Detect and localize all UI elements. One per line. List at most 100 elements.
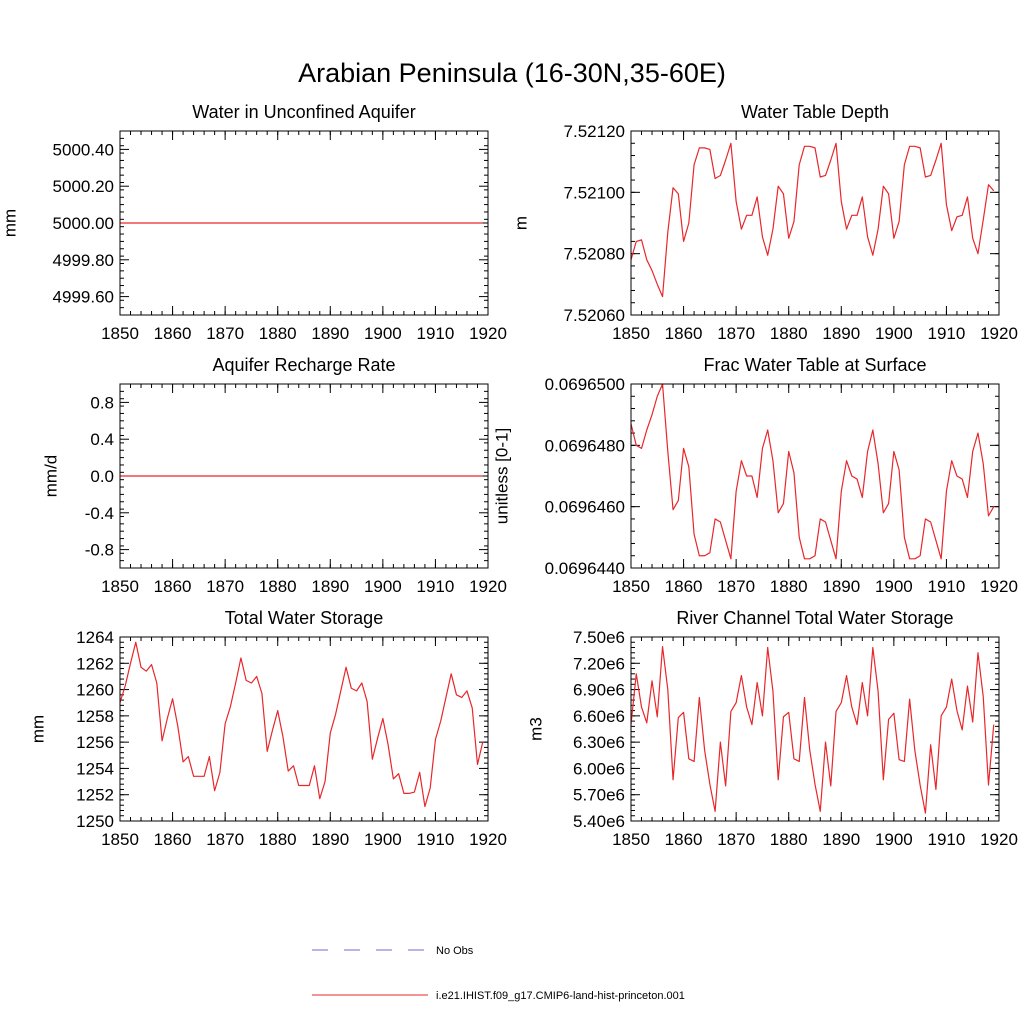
legend-entry-label: i.e21.IHIST.f09_g17.CMIP6-land-hist-prin… — [436, 990, 685, 1002]
y-tick-label: 6.60e6 — [573, 707, 625, 726]
y-tick-label: 4999.80 — [53, 251, 114, 270]
y-tick-label: 1250 — [76, 812, 114, 831]
x-tick-label: 1880 — [770, 577, 808, 596]
y-tick-label: 1254 — [76, 759, 114, 778]
y-tick-label: 6.30e6 — [573, 733, 625, 752]
panel-1: Water in Unconfined Aquifer mm 1850 1860 187… — [1, 102, 507, 343]
x-tick-label: 1920 — [980, 830, 1018, 849]
y-tick-label: 1258 — [76, 707, 114, 726]
x-tick-label: 1890 — [822, 830, 860, 849]
y-tick-label: 1256 — [76, 733, 114, 752]
panel-title: Water Table Depth — [741, 102, 889, 122]
x-tick-label: 1920 — [980, 577, 1018, 596]
y-tick-label: 7.20e6 — [573, 654, 625, 673]
y-axis-label: mm — [29, 715, 48, 743]
y-tick-label: 7.52100 — [564, 183, 625, 202]
x-tick-label: 1910 — [928, 577, 966, 596]
panel-3: Aquifer Recharge Rate mm/d 1850 1860 1870 188… — [42, 355, 507, 596]
x-tick-label: 1890 — [311, 577, 349, 596]
y-axis-label: unitless [0-1] — [493, 428, 512, 524]
panel-title: Aquifer Recharge Rate — [212, 355, 395, 375]
y-tick-label: 1260 — [76, 681, 114, 700]
plot-frame — [630, 636, 1000, 822]
y-tick-label: 0.8 — [90, 393, 114, 412]
y-tick-label: 5000.20 — [53, 177, 114, 196]
y-tick-label: 4999.60 — [53, 288, 114, 307]
x-tick-label: 1860 — [665, 830, 703, 849]
x-tick-label: 1880 — [770, 830, 808, 849]
panel-title: Water in Unconfined Aquifer — [192, 102, 415, 122]
plot-frame — [630, 130, 1000, 316]
panel-title: Total Water Storage — [225, 608, 383, 628]
x-tick-label: 1860 — [154, 577, 192, 596]
x-tick-label: 1870 — [206, 324, 244, 343]
panel-4: Frac Water Table at Surface unitless [0-1… — [493, 355, 1018, 596]
legend: No Obs i.e21.IHIST.f09_g17.CMIP6-land-his… — [312, 945, 685, 1002]
x-tick-label: 1850 — [101, 324, 139, 343]
y-tick-label: 0.0696500 — [545, 375, 625, 394]
x-tick-label: 1920 — [980, 324, 1018, 343]
x-tick-label: 1850 — [101, 577, 139, 596]
y-tick-label: 7.52120 — [564, 122, 625, 141]
y-tick-label: 1264 — [76, 628, 114, 647]
x-tick-label: 1920 — [469, 577, 507, 596]
y-tick-label: -0.8 — [85, 541, 114, 560]
plot-frame — [119, 130, 489, 316]
series-line — [630, 646, 995, 814]
plot-frame — [119, 636, 489, 822]
panel-2: Water Table Depth m 1850 1860 1870 1880 1890 19… — [512, 102, 1018, 343]
panel-title: River Channel Total Water Storage — [676, 608, 953, 628]
y-tick-label: 5000.40 — [53, 140, 114, 159]
y-tick-label: 6.90e6 — [573, 681, 625, 700]
x-tick-label: 1860 — [154, 830, 192, 849]
y-tick-label: 7.50e6 — [573, 628, 625, 647]
x-tick-label: 1890 — [311, 830, 349, 849]
y-tick-label: 5000.00 — [53, 214, 114, 233]
x-tick-label: 1860 — [665, 577, 703, 596]
y-axis-label: m3 — [527, 717, 546, 741]
y-tick-label: 1262 — [76, 654, 114, 673]
plot-frame — [630, 383, 1000, 569]
y-tick-label: 7.52080 — [564, 245, 625, 264]
x-tick-label: 1870 — [717, 577, 755, 596]
y-axis-label: mm — [1, 209, 20, 237]
x-tick-label: 1910 — [928, 830, 966, 849]
y-tick-label: 7.52060 — [564, 306, 625, 325]
x-tick-label: 1920 — [469, 324, 507, 343]
y-tick-label: 0.0696460 — [545, 498, 625, 517]
y-tick-label: 5.70e6 — [573, 786, 625, 805]
x-tick-label: 1880 — [259, 324, 297, 343]
x-tick-label: 1910 — [417, 830, 455, 849]
y-tick-label: 0.0696440 — [545, 559, 625, 578]
panel-6: River Channel Total Water Storage m3 1850 1… — [527, 608, 1018, 849]
x-tick-label: 1900 — [364, 830, 402, 849]
x-tick-label: 1870 — [717, 324, 755, 343]
y-axis-label: m — [512, 216, 531, 230]
x-tick-label: 1850 — [101, 830, 139, 849]
x-tick-label: 1910 — [417, 324, 455, 343]
y-tick-label: 6.00e6 — [573, 759, 625, 778]
x-tick-label: 1920 — [469, 830, 507, 849]
series-line — [630, 142, 995, 298]
plot-frame — [119, 383, 489, 569]
panel-title: Frac Water Table at Surface — [703, 355, 926, 375]
x-tick-label: 1870 — [206, 830, 244, 849]
x-tick-label: 1850 — [612, 324, 650, 343]
y-tick-label: 0.4 — [90, 430, 114, 449]
x-tick-label: 1900 — [364, 324, 402, 343]
legend-entry-label: No Obs — [436, 945, 474, 957]
x-tick-label: 1880 — [770, 324, 808, 343]
x-tick-label: 1870 — [206, 577, 244, 596]
series-line — [119, 641, 484, 808]
y-tick-label: 1252 — [76, 786, 114, 805]
x-tick-label: 1900 — [875, 830, 913, 849]
y-tick-label: -0.4 — [85, 504, 114, 523]
series-line — [630, 383, 995, 560]
y-tick-label: 5.40e6 — [573, 812, 625, 831]
panel-5: Total Water Storage mm 1850 1860 1870 1880 189… — [29, 608, 507, 849]
x-tick-label: 1870 — [717, 830, 755, 849]
x-tick-label: 1910 — [928, 324, 966, 343]
x-tick-label: 1910 — [417, 577, 455, 596]
x-tick-label: 1900 — [364, 577, 402, 596]
